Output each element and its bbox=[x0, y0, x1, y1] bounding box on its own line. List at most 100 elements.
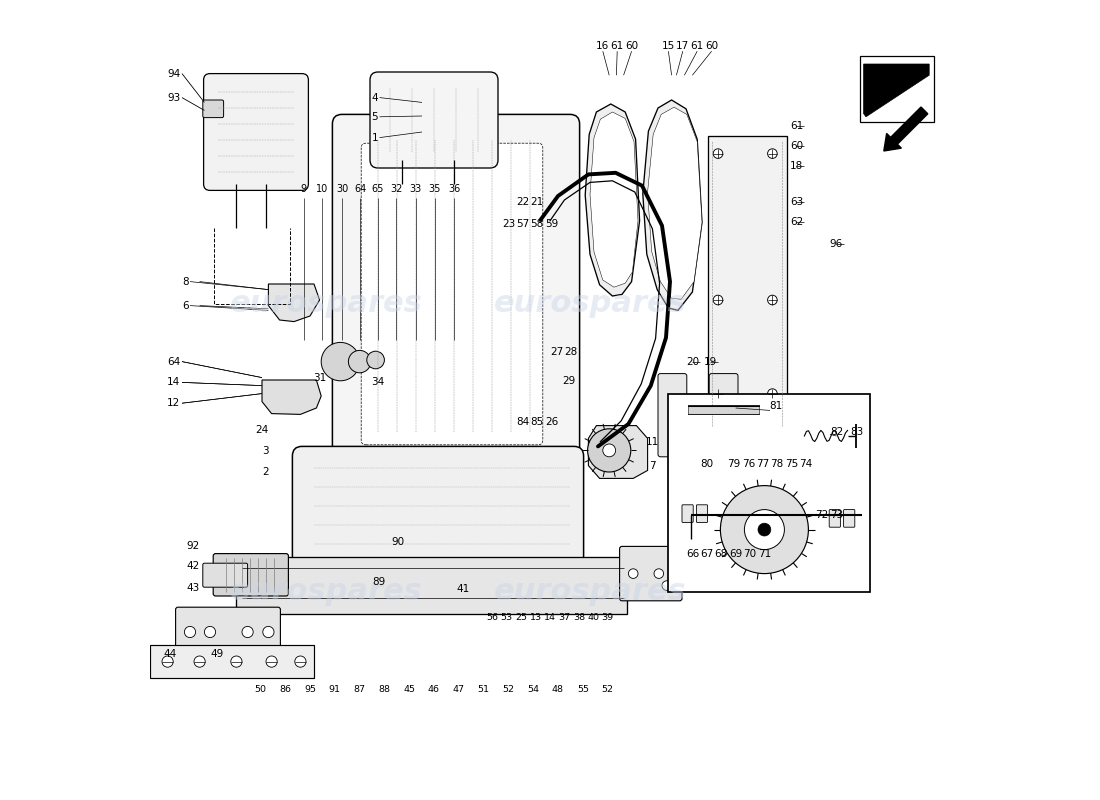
Text: 25: 25 bbox=[515, 613, 527, 622]
Text: 48: 48 bbox=[552, 685, 564, 694]
Text: 53: 53 bbox=[500, 613, 513, 622]
FancyBboxPatch shape bbox=[696, 505, 707, 522]
Text: 45: 45 bbox=[404, 685, 415, 694]
Text: 63: 63 bbox=[790, 197, 803, 206]
Polygon shape bbox=[262, 380, 321, 414]
Polygon shape bbox=[268, 284, 320, 322]
Text: 39: 39 bbox=[602, 613, 614, 622]
Circle shape bbox=[768, 295, 778, 305]
Text: 5: 5 bbox=[372, 112, 378, 122]
FancyBboxPatch shape bbox=[710, 374, 738, 457]
Circle shape bbox=[719, 394, 727, 402]
FancyBboxPatch shape bbox=[361, 143, 542, 445]
Circle shape bbox=[242, 626, 253, 638]
Text: 36: 36 bbox=[448, 184, 460, 194]
Circle shape bbox=[745, 510, 784, 550]
Circle shape bbox=[587, 429, 630, 472]
Text: 70: 70 bbox=[744, 549, 757, 558]
Text: 92: 92 bbox=[186, 541, 199, 550]
Text: 65: 65 bbox=[372, 184, 384, 194]
Text: 3: 3 bbox=[262, 446, 268, 456]
FancyBboxPatch shape bbox=[619, 546, 682, 601]
Text: 60: 60 bbox=[625, 42, 638, 51]
Text: 91: 91 bbox=[329, 685, 341, 694]
Text: 4: 4 bbox=[372, 93, 378, 102]
Text: 69: 69 bbox=[729, 549, 743, 558]
Text: 85: 85 bbox=[530, 418, 543, 427]
Circle shape bbox=[205, 626, 216, 638]
FancyBboxPatch shape bbox=[844, 510, 855, 527]
Text: 41: 41 bbox=[456, 584, 470, 594]
Text: 47: 47 bbox=[453, 685, 465, 694]
Text: 21: 21 bbox=[530, 197, 543, 206]
Text: 52: 52 bbox=[602, 685, 614, 694]
Text: 71: 71 bbox=[758, 549, 771, 558]
Text: 34: 34 bbox=[372, 378, 385, 387]
Text: 54: 54 bbox=[527, 685, 539, 694]
Text: 26: 26 bbox=[544, 418, 558, 427]
Circle shape bbox=[603, 444, 616, 457]
Circle shape bbox=[295, 656, 306, 667]
Text: 49: 49 bbox=[210, 650, 223, 659]
Text: 15: 15 bbox=[662, 42, 675, 51]
Text: 38: 38 bbox=[573, 613, 585, 622]
Text: 74: 74 bbox=[800, 459, 813, 469]
Text: 42: 42 bbox=[186, 562, 199, 571]
Text: 79: 79 bbox=[727, 459, 740, 469]
Text: 27: 27 bbox=[550, 347, 563, 357]
Text: 32: 32 bbox=[390, 184, 403, 194]
FancyBboxPatch shape bbox=[669, 394, 870, 592]
Text: 56: 56 bbox=[486, 613, 498, 622]
Text: 28: 28 bbox=[564, 347, 578, 357]
Text: 95: 95 bbox=[304, 685, 316, 694]
Text: 57: 57 bbox=[516, 219, 529, 229]
Circle shape bbox=[713, 149, 723, 158]
Text: eurospares: eurospares bbox=[494, 578, 686, 606]
Text: 17: 17 bbox=[676, 42, 690, 51]
Text: 51: 51 bbox=[477, 685, 490, 694]
Text: 52: 52 bbox=[503, 685, 515, 694]
Text: 88: 88 bbox=[378, 685, 390, 694]
Circle shape bbox=[669, 394, 676, 402]
Text: 90: 90 bbox=[392, 538, 405, 547]
FancyBboxPatch shape bbox=[370, 72, 498, 168]
Text: 78: 78 bbox=[771, 459, 784, 469]
Circle shape bbox=[713, 295, 723, 305]
FancyBboxPatch shape bbox=[682, 505, 693, 522]
Text: 19: 19 bbox=[703, 357, 716, 366]
Circle shape bbox=[662, 581, 672, 590]
Text: 20: 20 bbox=[685, 357, 698, 366]
Text: 13: 13 bbox=[529, 613, 541, 622]
Text: 8: 8 bbox=[182, 277, 188, 286]
Text: 35: 35 bbox=[429, 184, 441, 194]
Circle shape bbox=[231, 656, 242, 667]
FancyBboxPatch shape bbox=[236, 557, 627, 614]
FancyBboxPatch shape bbox=[202, 563, 248, 587]
Text: 58: 58 bbox=[530, 219, 543, 229]
Circle shape bbox=[720, 486, 808, 574]
Text: 59: 59 bbox=[544, 219, 558, 229]
Text: 60: 60 bbox=[790, 141, 803, 150]
Text: 50: 50 bbox=[254, 685, 266, 694]
Text: 96: 96 bbox=[829, 239, 843, 249]
FancyBboxPatch shape bbox=[176, 607, 280, 657]
Text: 72: 72 bbox=[815, 510, 828, 520]
Text: 30: 30 bbox=[336, 184, 348, 194]
Text: 61: 61 bbox=[691, 42, 704, 51]
Polygon shape bbox=[648, 107, 702, 299]
Circle shape bbox=[263, 626, 274, 638]
Text: 16: 16 bbox=[596, 42, 609, 51]
Text: 40: 40 bbox=[587, 613, 600, 622]
Circle shape bbox=[185, 626, 196, 638]
Text: 12: 12 bbox=[167, 398, 180, 408]
Circle shape bbox=[654, 569, 663, 578]
Text: eurospares: eurospares bbox=[230, 290, 422, 318]
Text: 81: 81 bbox=[769, 402, 782, 411]
Text: 68: 68 bbox=[715, 549, 728, 558]
Text: eurospares: eurospares bbox=[230, 578, 422, 606]
Text: 61: 61 bbox=[790, 122, 803, 131]
FancyBboxPatch shape bbox=[708, 136, 786, 430]
Circle shape bbox=[713, 389, 723, 398]
FancyBboxPatch shape bbox=[213, 554, 288, 596]
Text: eurospares: eurospares bbox=[494, 290, 686, 318]
